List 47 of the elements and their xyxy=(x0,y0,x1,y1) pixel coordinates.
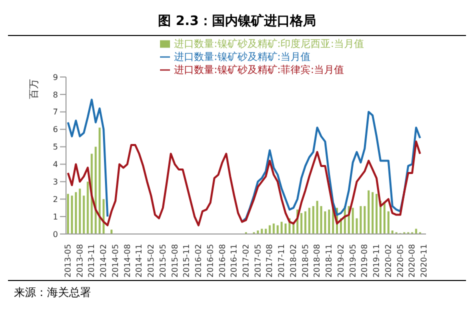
x-tick-label: 2020-08 xyxy=(408,244,417,278)
chart-title: 图 2.3：国内镍矿进口格局 xyxy=(157,12,317,31)
y-tick-label: 6 xyxy=(52,125,58,134)
x-tick-label: 2014-05 xyxy=(110,244,120,278)
y-tick-label: 5 xyxy=(52,142,58,152)
y-tick-label: 2 xyxy=(52,194,58,204)
y-tick-label: 8 xyxy=(52,90,58,100)
x-tick-label: 2020-05 xyxy=(396,244,405,278)
y-tick-label: 4 xyxy=(52,160,58,170)
legend-label: 进口数量:镍矿砂及精矿:菲律宾:当月值 xyxy=(174,65,344,76)
x-tick-label: 2014-08 xyxy=(122,244,132,278)
x-tick-label: 2017-08 xyxy=(265,244,274,278)
y-tick-label: 3 xyxy=(52,178,58,187)
x-tick-label: 2019-11 xyxy=(372,244,382,278)
x-tick-label: 2018-05 xyxy=(300,244,310,278)
y-tick-label: 1 xyxy=(52,212,58,222)
x-tick-label: 2015-08 xyxy=(170,244,180,278)
x-tick-label: 2019-05 xyxy=(348,244,358,278)
x-tick-label: 2013-11 xyxy=(87,244,96,278)
x-tick-label: 2014-02 xyxy=(99,244,108,278)
x-tick-label: 2018-02 xyxy=(288,244,298,278)
y-tick-label: 9 xyxy=(52,72,58,82)
x-tick-label: 2016-08 xyxy=(218,244,227,278)
x-tick-label: 2016-02 xyxy=(194,244,204,278)
x-tick-label: 2015-11 xyxy=(182,244,192,278)
legend-label: 进口数量:镍矿砂及精矿:当月值 xyxy=(174,52,311,63)
x-tick-label: 2017-02 xyxy=(242,244,250,278)
x-tick-label: 2020-11 xyxy=(420,244,429,278)
x-tick-label: 2014-11 xyxy=(134,244,144,278)
y-tick-label: 7 xyxy=(52,108,58,117)
y-axis-title: 百万 xyxy=(29,79,40,99)
x-tick-label: 2013-08 xyxy=(75,244,84,278)
x-tick-label: 2017-11 xyxy=(277,244,286,278)
x-tick-label: 2018-08 xyxy=(312,244,322,278)
y-tick-label: 0 xyxy=(52,230,58,239)
x-tick-label: 2018-11 xyxy=(324,244,334,278)
x-tick-label: 2013-05 xyxy=(63,244,72,278)
legend-label: 进口数量:镍矿砂及精矿:印度尼西亚:当月值 xyxy=(174,39,364,50)
x-tick-label: 2015-02 xyxy=(146,244,156,278)
x-tick-label: 2015-05 xyxy=(158,244,168,278)
x-tick-label: 2016-11 xyxy=(230,244,239,278)
x-tick-label: 2019-02 xyxy=(336,244,346,278)
x-tick-label: 2016-05 xyxy=(206,244,215,278)
x-tick-label: 2019-08 xyxy=(360,244,370,278)
source-note: 来源：海关总署 xyxy=(13,285,92,301)
x-tick-label: 2017-05 xyxy=(253,244,262,278)
x-tick-label: 2020-02 xyxy=(384,244,393,278)
